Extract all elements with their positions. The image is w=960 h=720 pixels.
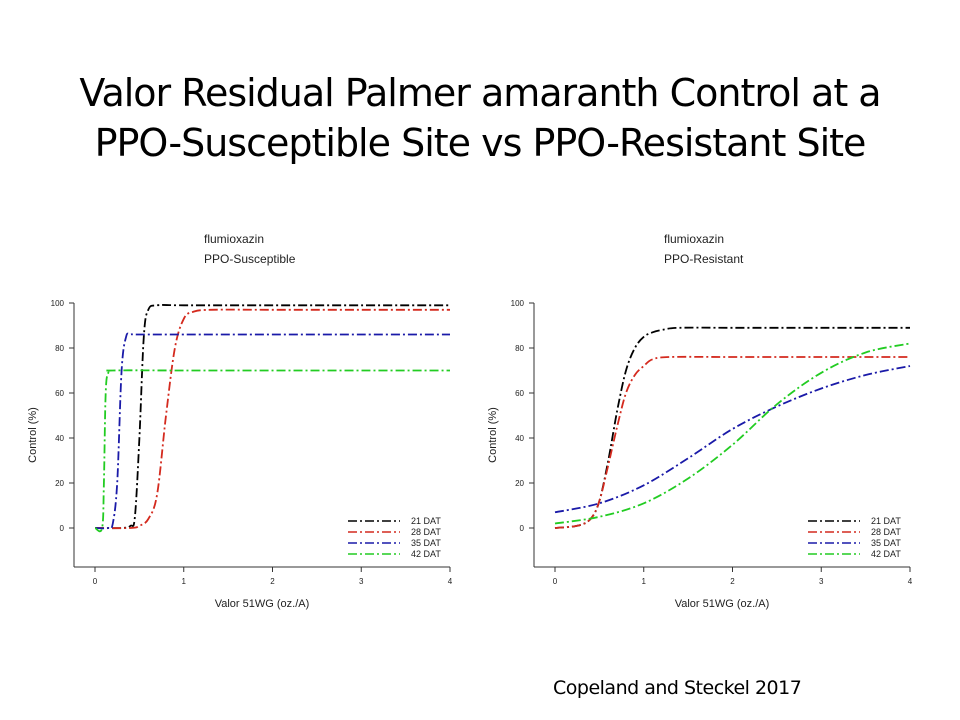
y-tick-label: 0 bbox=[520, 524, 525, 533]
series-line-42-dat bbox=[554, 342, 911, 525]
x-tick-label: 2 bbox=[730, 577, 735, 586]
y-tick-label: 80 bbox=[55, 344, 64, 353]
slide-title-line-2: PPO-Susceptible Site vs PPO-Resistant Si… bbox=[94, 121, 867, 165]
legend-label-28-dat: 28 DAT bbox=[411, 527, 441, 537]
legend-label-21-dat: 21 DAT bbox=[411, 516, 441, 526]
x-tick-label: 0 bbox=[553, 577, 558, 586]
series-line-28-dat bbox=[554, 355, 910, 529]
citation: Copeland and Steckel 2017 bbox=[553, 677, 802, 699]
chart-ppo-resistant: flumioxazin PPO-Resistant 0 20 40 60 80 100 0 1 2 3… bbox=[460, 225, 920, 625]
legend-label-28-dat: 28 DAT bbox=[871, 527, 901, 537]
x-tick-label: 4 bbox=[908, 577, 913, 586]
series-line-42-dat bbox=[94, 369, 450, 533]
y-axis-label: Control (%) bbox=[27, 407, 39, 463]
x-tick-label: 1 bbox=[642, 577, 647, 586]
chart-ppo-susceptible-svg: flumioxazin PPO-Susceptible 0 20 40 60 80 100 0 1… bbox=[27, 232, 453, 610]
legend-label-35-dat: 35 DAT bbox=[871, 538, 901, 548]
series-line-35-dat bbox=[94, 332, 450, 530]
x-tick-label: 3 bbox=[819, 577, 824, 586]
series-line-21-dat bbox=[94, 304, 450, 530]
slide-title-line-1: Valor Residual Palmer amaranth Control a… bbox=[79, 71, 881, 115]
y-tick-label: 60 bbox=[55, 389, 64, 398]
chart-subtitle-line-1: flumioxazin bbox=[204, 232, 264, 246]
series-line-35-dat bbox=[554, 365, 911, 514]
x-tick-label: 3 bbox=[359, 577, 364, 586]
x-tick-label: 4 bbox=[448, 577, 453, 586]
series-line-21-dat bbox=[554, 326, 910, 529]
x-tick-label: 0 bbox=[93, 577, 98, 586]
slide-title: Valor Residual Palmer amaranth Control a… bbox=[0, 68, 960, 168]
y-tick-label: 0 bbox=[60, 524, 65, 533]
x-tick-label: 2 bbox=[270, 577, 275, 586]
y-tick-label: 80 bbox=[515, 344, 524, 353]
chart-subtitle-line-2: PPO-Resistant bbox=[664, 252, 744, 266]
legend-label-42-dat: 42 DAT bbox=[871, 549, 901, 559]
x-axis-label: Valor 51WG (oz./A) bbox=[675, 598, 770, 610]
y-tick-label: 20 bbox=[55, 479, 64, 488]
chart-ppo-resistant-svg: flumioxazin PPO-Resistant 0 20 40 60 80 100 0 1 2 3… bbox=[487, 232, 913, 610]
legend-label-42-dat: 42 DAT bbox=[411, 549, 441, 559]
legend-label-21-dat: 21 DAT bbox=[871, 516, 901, 526]
y-tick-label: 60 bbox=[515, 389, 524, 398]
legend-label-35-dat: 35 DAT bbox=[411, 538, 441, 548]
y-tick-label: 100 bbox=[51, 299, 65, 308]
y-tick-label: 100 bbox=[511, 299, 525, 308]
chart-subtitle-line-1: flumioxazin bbox=[664, 232, 724, 246]
x-tick-label: 1 bbox=[182, 577, 187, 586]
y-axis-label: Control (%) bbox=[487, 407, 499, 463]
chart-subtitle-line-2: PPO-Susceptible bbox=[204, 252, 296, 266]
y-tick-label: 40 bbox=[515, 434, 524, 443]
x-axis-label: Valor 51WG (oz./A) bbox=[215, 598, 310, 610]
y-tick-label: 20 bbox=[515, 479, 524, 488]
series-line-28-dat bbox=[94, 308, 450, 530]
chart-ppo-susceptible: flumioxazin PPO-Susceptible 0 20 40 60 80 100 0 1… bbox=[0, 225, 460, 625]
y-tick-label: 40 bbox=[55, 434, 64, 443]
